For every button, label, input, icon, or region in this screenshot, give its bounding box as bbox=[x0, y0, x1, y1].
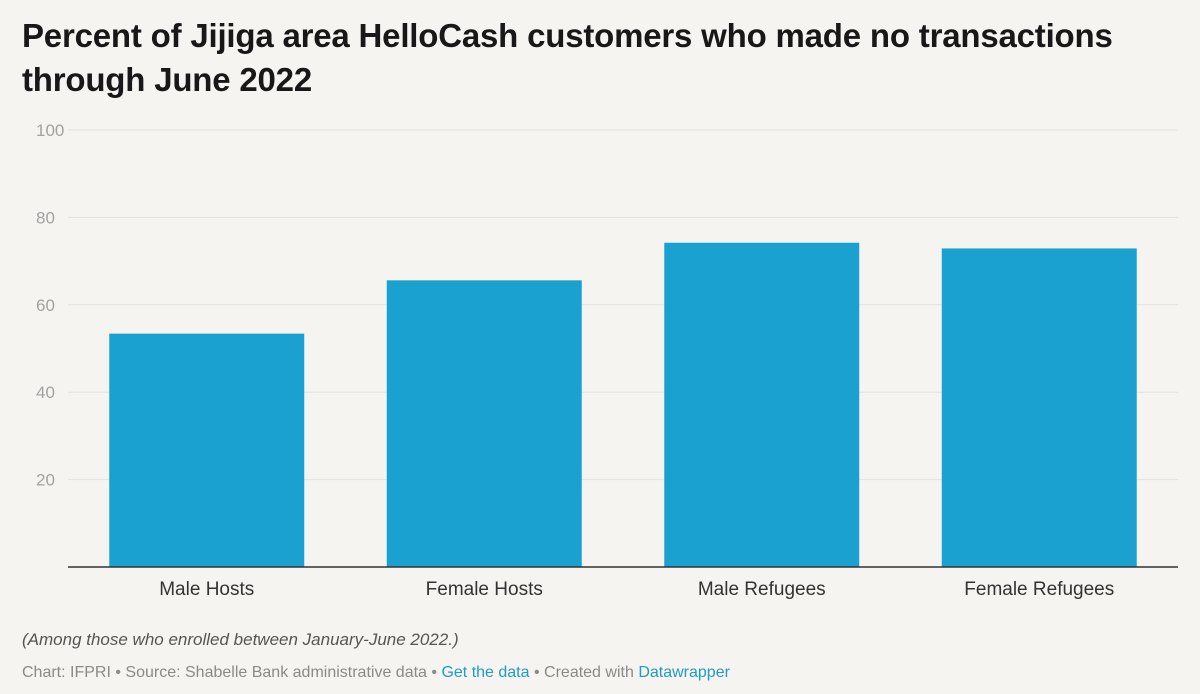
created-with-text: Created with bbox=[544, 664, 634, 681]
footer-separator: • bbox=[533, 664, 540, 681]
y-tick-label: 80 bbox=[36, 208, 55, 227]
x-category-label: Female Refugees bbox=[964, 579, 1114, 600]
chart-credit: Chart: IFPRI bbox=[22, 664, 111, 681]
axes: Male Hosts Female Hosts Male Refugees Femal… bbox=[68, 566, 1178, 600]
bar bbox=[386, 280, 582, 567]
get-the-data-link[interactable]: Get the data bbox=[441, 664, 530, 681]
chart-title: Percent of Jijiga area HelloCash custome… bbox=[22, 17, 1113, 98]
x-category-label: Male Refugees bbox=[698, 579, 826, 600]
y-tick-label: 40 bbox=[36, 383, 55, 402]
y-tick-label: 20 bbox=[36, 471, 55, 490]
y-tick-label: 100 bbox=[36, 121, 64, 140]
data-source: Source: Shabelle Bank administrative dat… bbox=[125, 664, 427, 681]
y-tick-label: 60 bbox=[36, 296, 55, 315]
footer-separator: • bbox=[431, 664, 437, 681]
datawrapper-link[interactable]: Datawrapper bbox=[638, 664, 730, 681]
bar bbox=[941, 248, 1137, 567]
bar bbox=[109, 333, 305, 567]
bar bbox=[664, 242, 860, 567]
bars bbox=[109, 242, 1137, 567]
footer-separator: • bbox=[115, 664, 121, 681]
x-category-label: Female Hosts bbox=[426, 579, 543, 600]
chart-note: (Among those who enrolled between Januar… bbox=[22, 630, 459, 649]
chart-footer: Chart: IFPRI • Source: Shabelle Bank adm… bbox=[22, 664, 730, 682]
x-category-label: Male Hosts bbox=[159, 579, 254, 600]
